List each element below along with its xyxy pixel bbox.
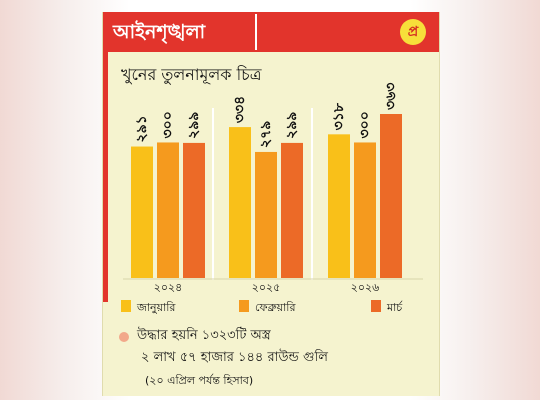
- bar-february-2: [255, 151, 277, 278]
- bar-value-label: ২৯১: [134, 115, 150, 142]
- note-unrecovered-weapons: উদ্ধার হয়নি ১৩২৩টি অস্ত্র: [137, 328, 271, 343]
- bar-value-label: ৩০০: [357, 111, 373, 138]
- bar-march-1: [183, 142, 205, 278]
- chart-title: খুনের তুলনামূলক চিত্র: [121, 65, 262, 84]
- legend-label-march: মার্চ: [387, 301, 403, 314]
- x-tick-label: ২০২৫: [252, 281, 281, 294]
- legend-label-january: জানুয়ারি: [137, 301, 176, 314]
- note-bullet-icon: [119, 332, 129, 342]
- header-bar: আইনশৃঙ্খলা প্র: [103, 12, 439, 52]
- bar-value-label: ৩১৮: [331, 102, 347, 130]
- legend-label-february: ফেব্রুয়ারি: [255, 301, 296, 314]
- bar-january-3: [328, 134, 350, 278]
- x-tick-label: ২০২৪: [154, 281, 183, 294]
- bar-value-label: ২৯৯: [186, 112, 202, 139]
- prothom-alo-logo-icon: প্র: [400, 19, 426, 45]
- note-unrecovered-rounds: ২ লাখ ৫৭ হাজার ১৪৪ রাউন্ড গুলি: [141, 350, 328, 365]
- bar-january-2: [229, 127, 251, 278]
- legend-swatch-january: [121, 300, 131, 312]
- bar-march-3: [380, 114, 402, 278]
- note-date-footnote: (২০ এপ্রিল পর্যন্ত হিসাব): [145, 374, 254, 387]
- bar-value-label: ৩০০: [160, 111, 176, 138]
- legend-swatch-march: [371, 300, 381, 312]
- section-title: আইনশৃঙ্খলা: [113, 21, 206, 43]
- bar-value-label: ৩৬৩: [383, 83, 399, 110]
- bar-value-label: ২৯৯: [284, 112, 300, 139]
- bar-february-1: [157, 142, 179, 278]
- accent-bar: [103, 52, 108, 302]
- bar-value-label: ২৭৯: [258, 121, 274, 148]
- x-tick-label: ২০২৬: [351, 281, 380, 294]
- header-divider: [255, 14, 257, 50]
- bar-march-2: [281, 142, 303, 278]
- bar-february-3: [354, 142, 376, 278]
- legend-swatch-february: [239, 300, 249, 312]
- bar-january-1: [131, 146, 153, 278]
- bar-value-label: ৩৩৪: [232, 96, 248, 123]
- infographic-card: আইনশৃঙ্খলা প্র খুনের তুলনামূলক চিত্র ২৯১…: [102, 12, 440, 396]
- bar-chart: ২৯১ ৩০০ ২৯৯ ২০২৪ ৩৩৪ ২৭৯ ২৯৯ ২০২৫ ৩১৮ ৩০০ ৩৬৩ ২০২৬: [123, 83, 423, 294]
